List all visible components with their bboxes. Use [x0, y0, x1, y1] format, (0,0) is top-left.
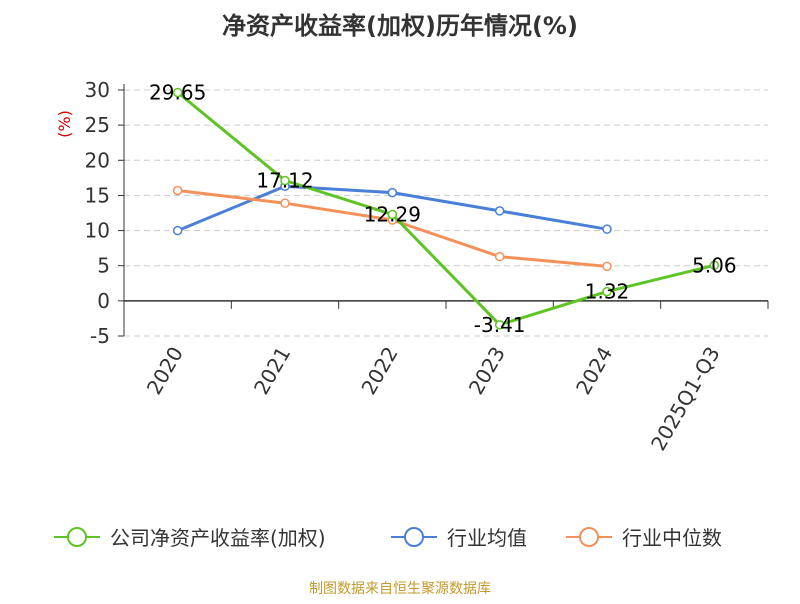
- y-axis-unit: (%): [55, 110, 74, 138]
- y-tick-label: 10: [85, 219, 110, 243]
- series-line: [176, 91, 715, 327]
- axes: 30 25 20 15 10 5 0 -5 2020 2021 2022 2023 2024 2025Q1…: [85, 78, 769, 455]
- y-tick-label: 0: [97, 289, 110, 313]
- legend-swatch-marker: [404, 527, 424, 547]
- data-point: [709, 260, 720, 271]
- grid: [124, 89, 768, 337]
- x-tick-label: 2023: [464, 342, 510, 398]
- data-labels: 29.65 17.12 12.29 -3.41 1.32 5.06: [149, 80, 737, 336]
- legend-label: 公司净资产收益率(加权): [110, 526, 326, 550]
- data-label: -3.41: [474, 313, 526, 337]
- y-tick-label: 30: [85, 78, 110, 102]
- legend-swatch-marker: [67, 527, 87, 547]
- x-tick-label: 2021: [249, 343, 295, 399]
- legend-item: 行业中位数: [566, 526, 722, 550]
- data-point: [602, 261, 612, 272]
- source-note: 制图数据来自恒生聚源数据库: [309, 581, 491, 597]
- data-point: [172, 185, 183, 196]
- data-point: [172, 87, 183, 98]
- chart-title: 净资产收益率(加权)历年情况(%): [222, 12, 578, 40]
- data-point: [494, 251, 505, 262]
- y-tick-label: 5: [97, 254, 110, 278]
- legend-swatch-marker: [579, 527, 599, 547]
- data-point: [602, 286, 612, 297]
- legend: 公司净资产收益率(加权) 行业均值 行业中位数: [54, 526, 722, 550]
- legend-item: 行业均值: [391, 526, 527, 550]
- x-tick-label: 2024: [571, 343, 617, 399]
- data-label: 29.65: [149, 80, 206, 104]
- data-label: 17.12: [256, 169, 313, 193]
- data-point: [387, 187, 398, 198]
- data-point: [280, 175, 290, 186]
- series: [172, 87, 720, 330]
- y-tick-label: -5: [90, 324, 110, 348]
- data-label: 5.06: [692, 253, 737, 277]
- legend-label: 行业中位数: [622, 526, 722, 550]
- data-label: 1.32: [585, 280, 630, 304]
- data-point: [602, 224, 612, 234]
- data-point: [494, 206, 505, 216]
- legend-label: 行业均值: [447, 526, 527, 550]
- legend-item: 公司净资产收益率(加权): [54, 526, 326, 550]
- data-point: [172, 225, 183, 236]
- data-point: [494, 320, 505, 330]
- y-tick-label: 20: [85, 148, 110, 172]
- x-tick-label: 2022: [356, 343, 402, 399]
- x-tick-label: 2025Q1-Q3: [646, 343, 725, 455]
- y-tick-label: 15: [85, 183, 110, 207]
- data-label: 12.29: [364, 202, 421, 226]
- data-point: [387, 209, 398, 220]
- data-point: [280, 198, 290, 208]
- y-tick-label: 25: [85, 113, 110, 137]
- x-tick-label: 2020: [142, 343, 188, 399]
